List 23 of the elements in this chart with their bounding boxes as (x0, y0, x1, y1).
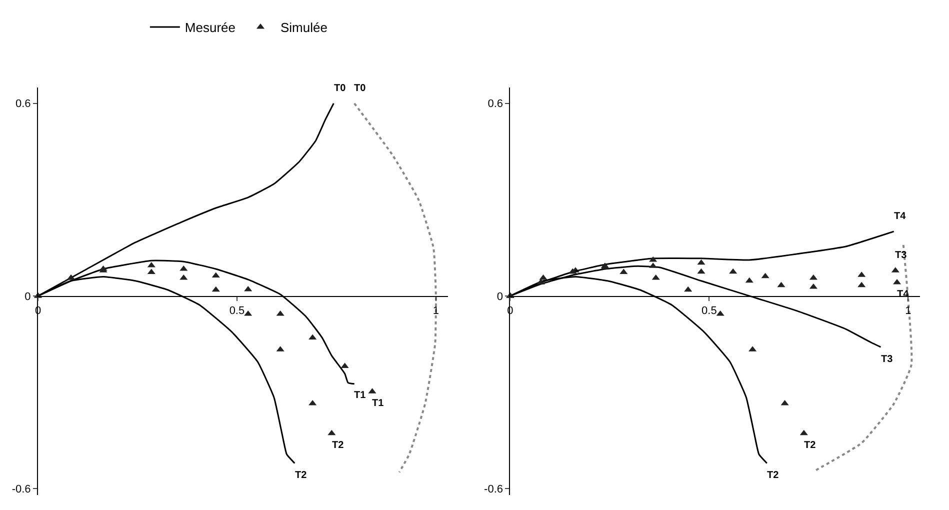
legend-label: Mesurée (184, 20, 236, 36)
y-tick-label: 0.6 (488, 98, 504, 110)
annotation: T1 (354, 390, 366, 401)
annotation: T2 (767, 470, 780, 481)
annotation: T3 (895, 250, 908, 261)
y-tick-label: 0 (24, 290, 31, 303)
annotation: T0 (354, 83, 366, 94)
y-tick-label: -0.6 (12, 483, 31, 496)
x-tick-label: 1 (905, 305, 912, 318)
annotation: T4 (894, 211, 906, 222)
annotation: T2 (332, 440, 344, 451)
y-tick-label: 0.6 (16, 98, 31, 110)
y-tick-label: 0 (496, 290, 504, 303)
x-tick-label: 0.5 (229, 305, 245, 318)
annotation: T2 (295, 470, 308, 481)
legend-label: Simulée (280, 20, 328, 36)
x-tick-label: 1 (432, 305, 439, 318)
x-tick-label: 0.5 (702, 305, 717, 318)
annotation: T2 (804, 440, 816, 451)
annotation: T3 (881, 354, 894, 365)
annotation: T0 (334, 83, 346, 94)
y-tick-label: -0.6 (484, 483, 504, 496)
annotation: T1 (372, 398, 384, 409)
